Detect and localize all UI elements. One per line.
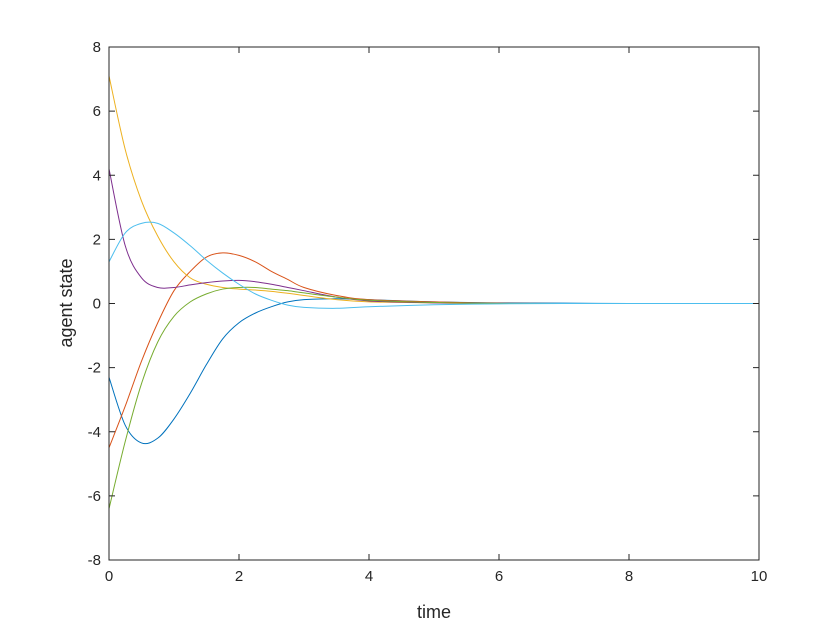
y-tick-label: 2 xyxy=(93,231,101,248)
y-tick-label: 4 xyxy=(93,167,101,184)
y-axis-title: agent state xyxy=(56,258,76,347)
x-tick-label: 6 xyxy=(495,568,503,585)
y-tick-label: -6 xyxy=(88,488,101,505)
series-line-6 xyxy=(108,221,759,309)
y-tick-label: -4 xyxy=(88,424,101,441)
x-tick-label: 8 xyxy=(625,568,633,585)
y-tick-label: 0 xyxy=(93,296,101,313)
x-tick-label: 2 xyxy=(235,568,243,585)
y-tick-label: -2 xyxy=(88,360,101,377)
x-tick-label: 4 xyxy=(365,568,373,585)
x-tick-label: 10 xyxy=(751,568,768,585)
y-tick-label: 8 xyxy=(93,39,101,56)
tick-layer: 0 2 4 6 8 10 -8 -6 -4 -2 0 2 4 6 8 xyxy=(88,39,768,585)
x-tick-label: 0 xyxy=(105,568,113,585)
y-tick-label: -8 xyxy=(88,552,101,569)
y-tick-label: 6 xyxy=(93,103,101,120)
series-layer xyxy=(108,75,759,509)
x-axis-title: time xyxy=(417,602,451,622)
